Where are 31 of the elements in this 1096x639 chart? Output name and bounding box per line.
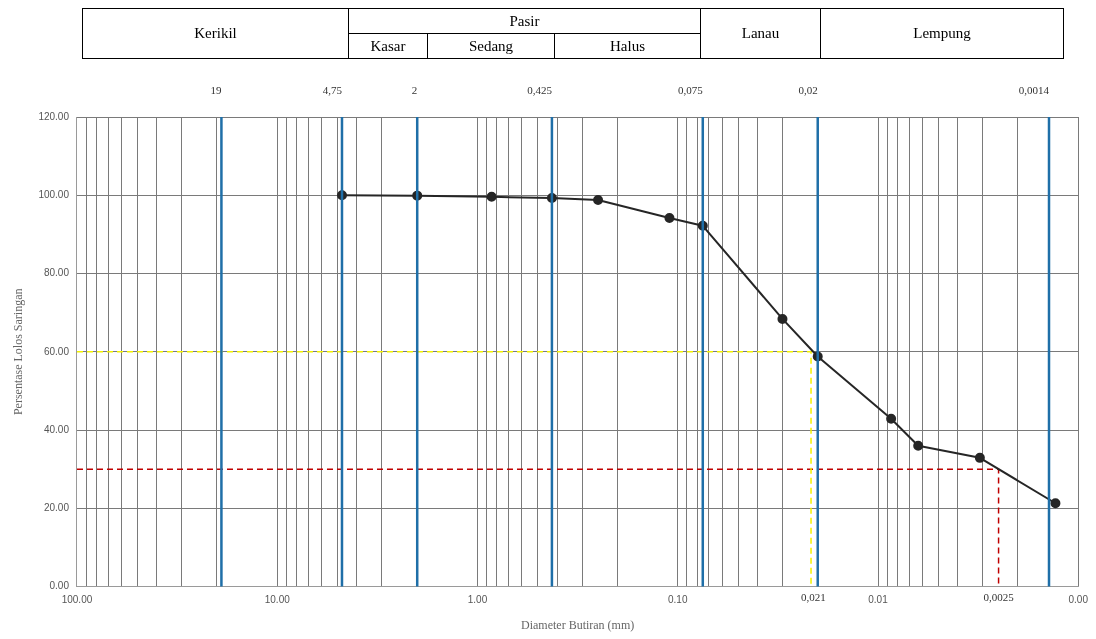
text: Kerikil	[82, 8, 349, 59]
x-axis-title: Diameter Butiran (mm)	[520, 617, 635, 632]
x-tick-label: 0.10	[668, 594, 688, 606]
text: Lanau	[700, 8, 821, 59]
x-tick-label: 100.00	[61, 594, 93, 606]
y-tick-label: 120.00	[38, 110, 70, 122]
ref-line-label: 4,75	[322, 84, 343, 97]
ref-line-label: 0,075	[678, 84, 704, 97]
y-tick-label: 100.00	[38, 189, 70, 201]
y-tick-label: 20.00	[43, 502, 70, 514]
text: Kasar	[348, 33, 428, 59]
ref-line-label: 0,425	[527, 84, 553, 97]
ref-line-label: 0,0014	[1018, 84, 1050, 97]
x-tick-label: 1.00	[467, 594, 488, 606]
ref-line-label: 2	[411, 84, 418, 97]
text: Pasir	[348, 8, 701, 34]
text: Sedang	[427, 33, 555, 59]
ref-line-label: 19	[210, 84, 222, 97]
y-axis-title: Persentase Lolos Saringan	[11, 288, 26, 416]
ref-line-label: 0,02	[798, 84, 818, 97]
x-tick-label: 0.00	[1068, 594, 1089, 606]
x-tick-label: 10.00	[264, 594, 291, 606]
y-tick-label: 60.00	[43, 345, 70, 357]
y-tick-label: 0.00	[49, 580, 70, 592]
annotation: 0,021	[801, 590, 826, 603]
x-tick-label: 0.01	[868, 594, 889, 606]
y-tick-label: 40.00	[43, 423, 70, 435]
y-tick-label: 80.00	[43, 267, 70, 279]
annotation: 0,0025	[983, 590, 1015, 603]
text: Lempung	[820, 8, 1064, 59]
text: Halus	[554, 33, 701, 59]
